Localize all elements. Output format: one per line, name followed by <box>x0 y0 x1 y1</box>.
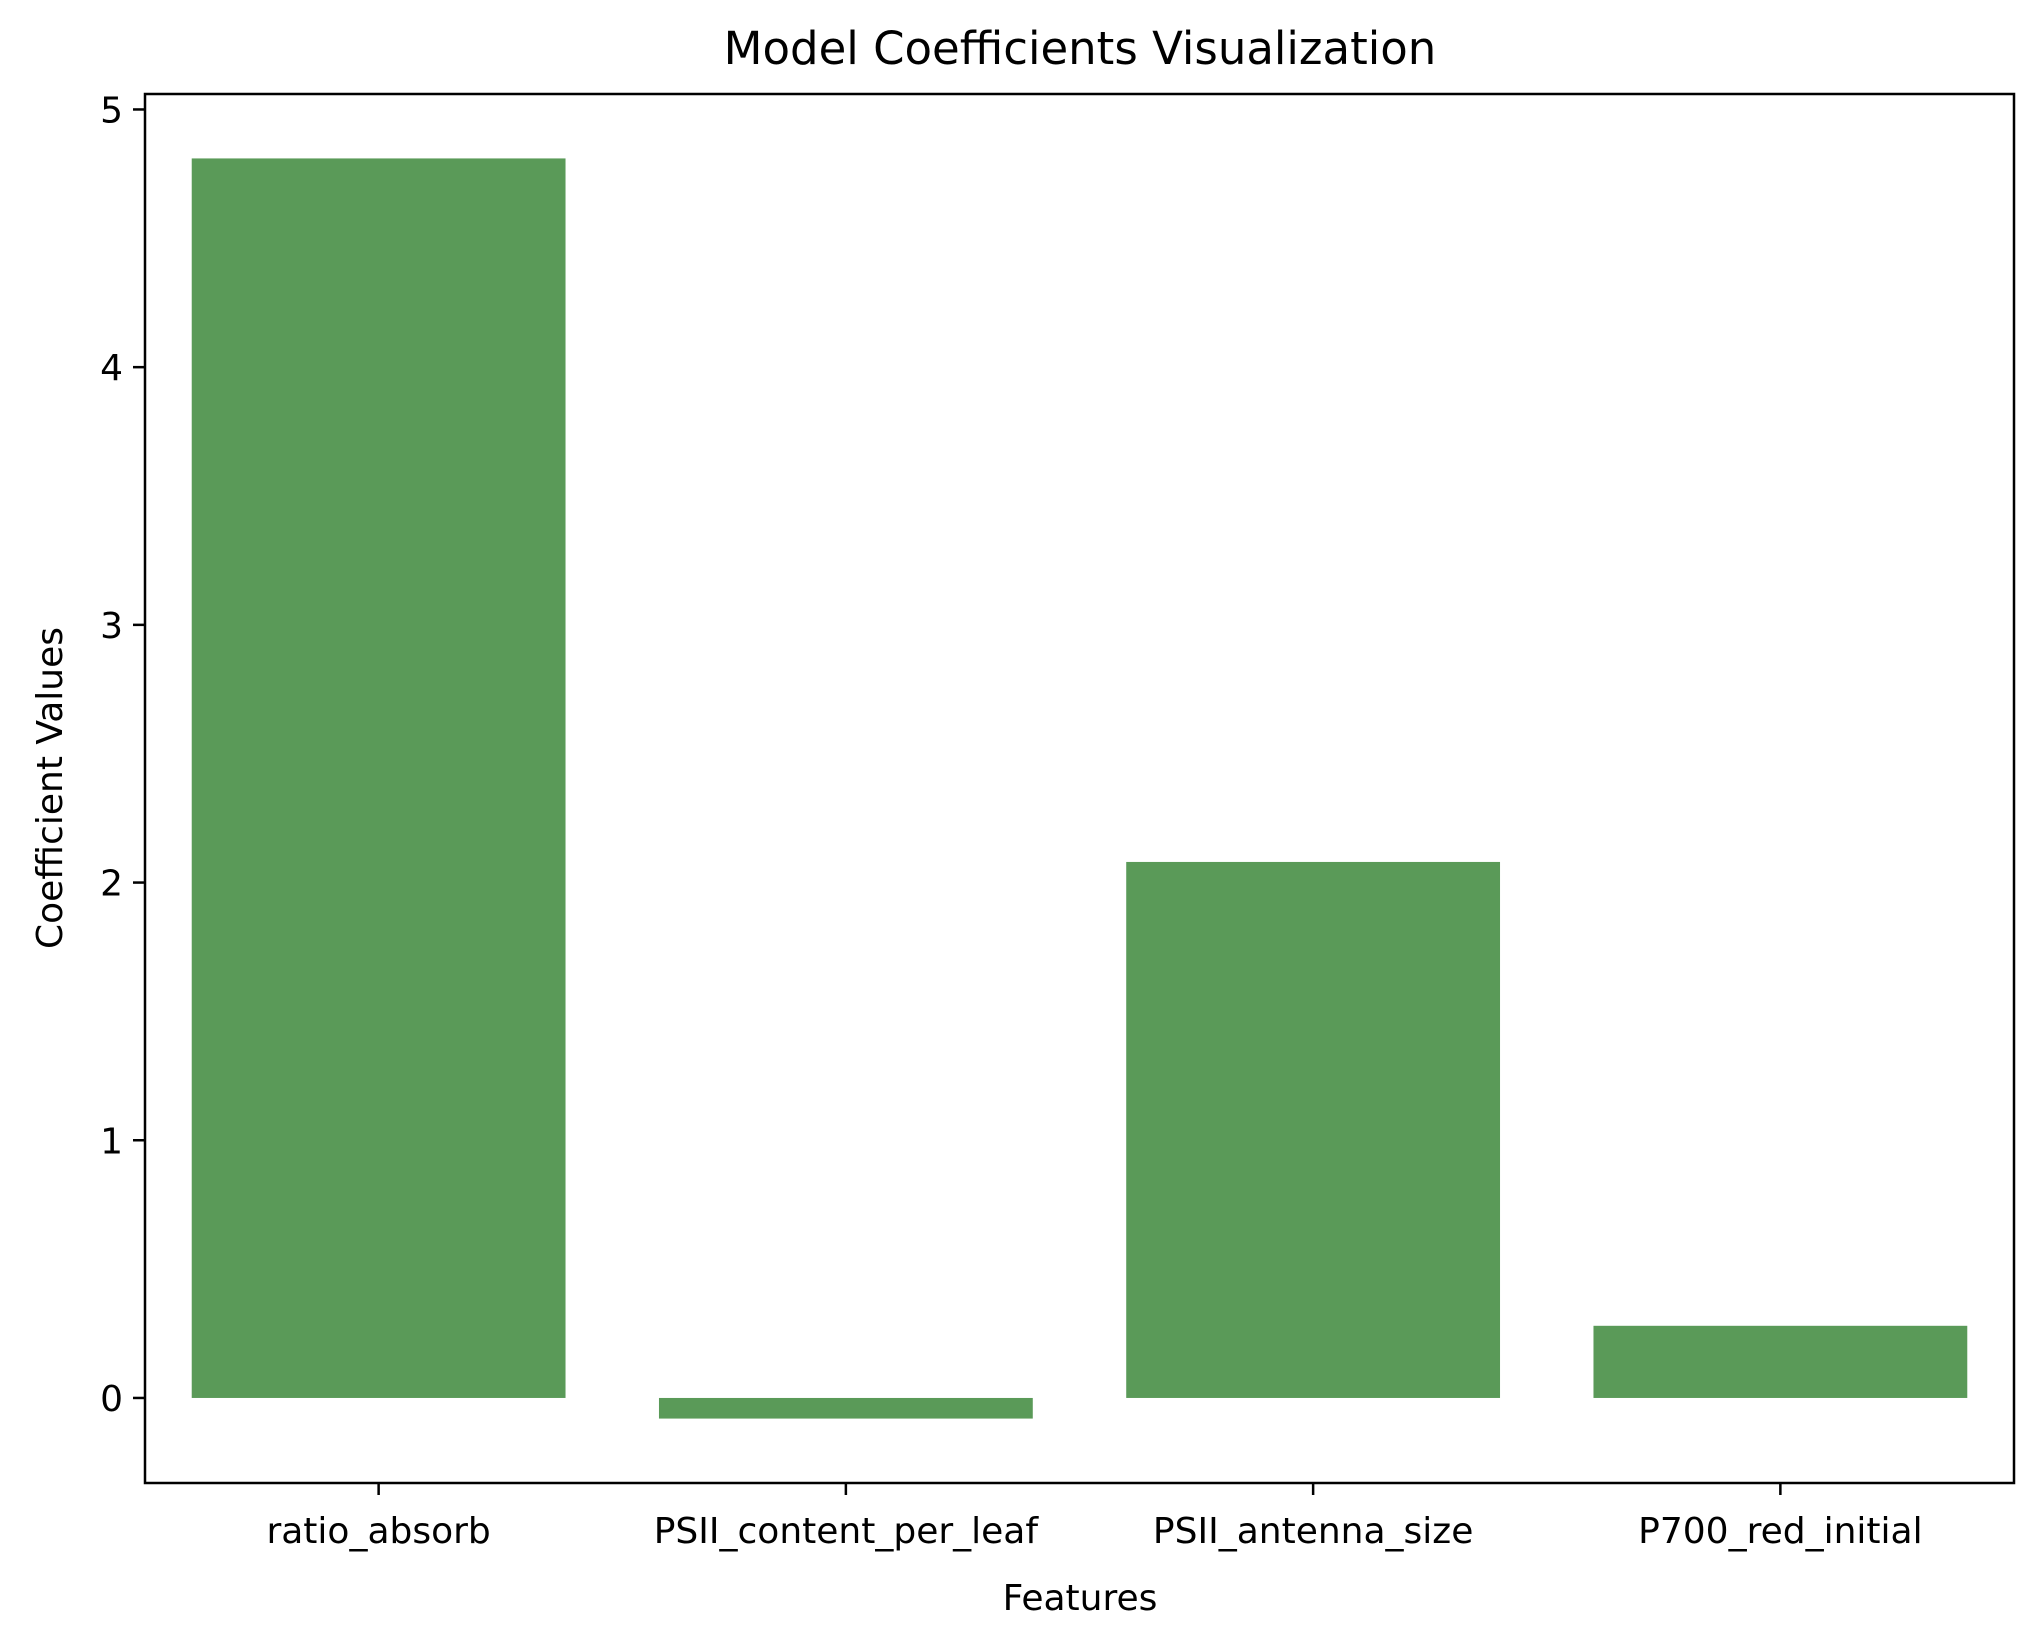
bars-layer <box>191 158 1968 1419</box>
bar-P700_red_initial <box>1593 1325 1968 1398</box>
x-tick-label: P700_red_initial <box>1638 1511 1922 1552</box>
y-tick-label: 2 <box>100 864 123 905</box>
x-tick-label: ratio_absorb <box>266 1511 490 1552</box>
y-tick-label: 3 <box>100 606 123 647</box>
y-axis-ticks: 0 1 2 3 4 5 <box>100 90 145 1420</box>
y-tick-label: 4 <box>100 348 123 389</box>
x-axis-ticks: ratio_absorb PSII_content_per_leaf PSII_an… <box>266 1483 1923 1552</box>
x-axis-label: Features <box>1003 1578 1158 1619</box>
x-tick-label: PSII_antenna_size <box>1153 1511 1473 1552</box>
chart-title: Model Coefficients Visualization <box>724 22 1437 75</box>
y-tick-label: 5 <box>100 90 123 131</box>
y-axis-label: Coefficient Values <box>30 627 71 949</box>
x-tick-label: PSII_content_per_leaf <box>654 1511 1040 1552</box>
y-tick-label: 0 <box>100 1379 123 1420</box>
bar-ratio_absorb <box>191 158 566 1398</box>
y-tick-label: 1 <box>100 1121 123 1162</box>
plot-frame <box>143 92 2016 1485</box>
bar-PSII_content_per_leaf <box>658 1397 1033 1419</box>
bar-PSII_antenna_size <box>1126 861 1501 1398</box>
